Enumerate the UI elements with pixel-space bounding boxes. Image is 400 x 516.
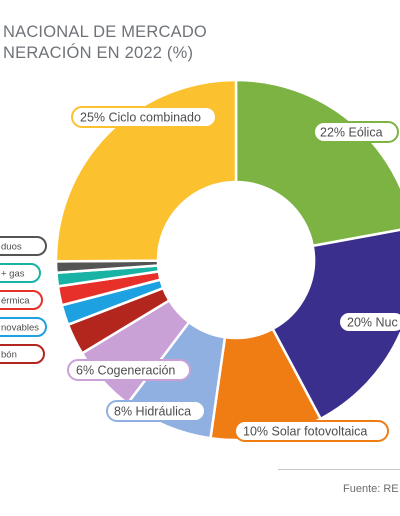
- label-pill-eolica: [313, 121, 399, 143]
- label-text-ciclo: 25% Ciclo combinado: [80, 111, 201, 125]
- label-text-termica: érmica: [1, 296, 30, 307]
- label-pill-nuclear: [338, 311, 400, 333]
- label-pill-renov: [0, 317, 47, 337]
- label-pill-residuos: [0, 236, 47, 256]
- label-text-carbon: bón: [1, 350, 17, 361]
- source-divider: [278, 469, 400, 470]
- label-pill-termica: [0, 290, 43, 310]
- label-text-eolica: 22% Eólica: [320, 126, 383, 140]
- label-pill-hidraulica: [106, 400, 206, 422]
- label-text-nuclear: 20% Nuc: [347, 316, 398, 330]
- label-text-gas: + gas: [1, 269, 25, 280]
- slice-nuclear: [271, 228, 400, 421]
- chart-title-line-1: NACIONAL DE MERCADO: [3, 23, 207, 41]
- label-pill-gas: [0, 263, 41, 283]
- chart-title-line-2: NERACIÓN EN 2022 (%): [3, 44, 194, 62]
- label-text-residuos: duos: [1, 242, 22, 253]
- label-pill-cogen: [67, 359, 191, 381]
- label-text-solar: 10% Solar fotovoltaica: [243, 425, 367, 439]
- slice-labels: 22% Eólica 20% Nuc 10% Solar fotovoltaica 8…: [0, 106, 400, 442]
- label-pill-carbon: [0, 344, 45, 364]
- label-text-cogen: 6% Cogeneración: [76, 364, 175, 378]
- label-text-renov: novables: [1, 323, 39, 334]
- chart-title: NACIONAL DE MERCADO NERACIÓN EN 2022 (%): [3, 22, 207, 64]
- source-text: Fuente: RE: [343, 483, 399, 495]
- slice-eolica: [234, 78, 400, 248]
- label-text-hidraulica: 8% Hidráulica: [114, 405, 191, 419]
- label-pill-solar: [234, 420, 389, 442]
- label-pill-ciclo: [71, 106, 217, 128]
